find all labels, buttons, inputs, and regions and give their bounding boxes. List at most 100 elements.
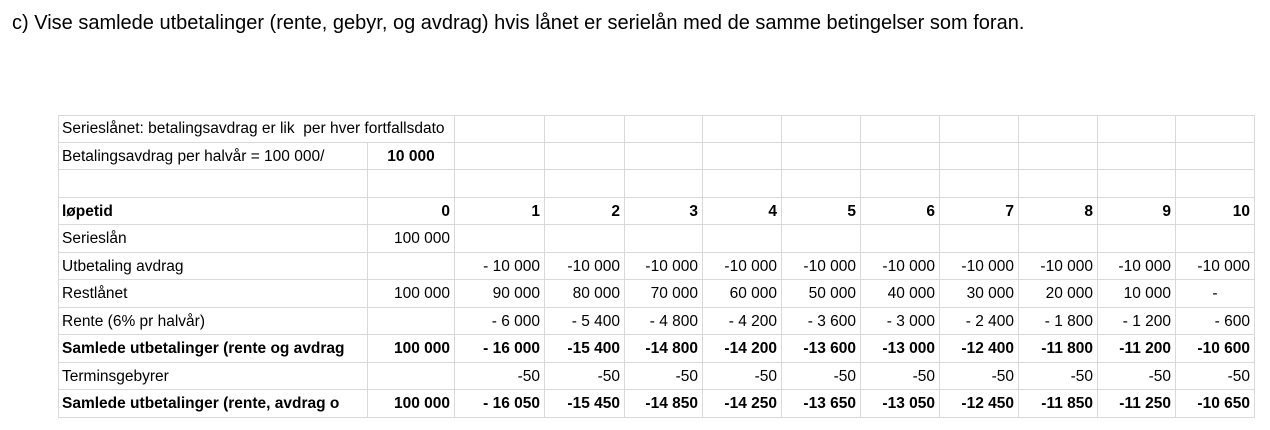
- cell: - 2 400: [940, 307, 1019, 335]
- cell: [782, 142, 861, 170]
- cell: 100 000: [368, 390, 455, 418]
- cell: [625, 142, 703, 170]
- cell: -50: [940, 362, 1019, 390]
- cell: -50: [782, 362, 861, 390]
- cell: -12 400: [940, 335, 1019, 363]
- cell: - 16 000: [455, 335, 545, 363]
- row-label: Restlånet: [58, 280, 368, 308]
- cell: [1176, 115, 1255, 143]
- cell: -50: [455, 362, 545, 390]
- cell: -14 850: [625, 390, 703, 418]
- cell: [1019, 225, 1098, 253]
- cell: [368, 170, 455, 198]
- row-label: Samlede utbetalinger (rente, avdrag o: [58, 390, 368, 418]
- cell: [782, 170, 861, 198]
- cell: -10 000: [703, 252, 782, 280]
- cell: - 1 800: [1019, 307, 1098, 335]
- cell: [703, 225, 782, 253]
- cell: 10: [1176, 197, 1255, 225]
- cell: 20 000: [1019, 280, 1098, 308]
- cell: - 3 600: [782, 307, 861, 335]
- cell: [1019, 115, 1098, 143]
- cell: - 10 000: [455, 252, 545, 280]
- cell: -11 200: [1098, 335, 1176, 363]
- cell: -50: [625, 362, 703, 390]
- cell: [782, 115, 861, 143]
- cell: 10 000: [368, 142, 455, 170]
- cell: -11 850: [1019, 390, 1098, 418]
- cell: 40 000: [861, 280, 940, 308]
- cell: -50: [1098, 362, 1176, 390]
- cell: [1098, 115, 1176, 143]
- cell: - 4 200: [703, 307, 782, 335]
- cell: [1098, 225, 1176, 253]
- cell: - 4 800: [625, 307, 703, 335]
- cell: -50: [861, 362, 940, 390]
- row-label: Betalingsavdrag per halvår = 100 000/: [58, 142, 368, 170]
- cell: 6: [861, 197, 940, 225]
- cell: -10 000: [861, 252, 940, 280]
- cell: - 16 050: [455, 390, 545, 418]
- row-label: Terminsgebyrer: [58, 362, 368, 390]
- cell: -10 000: [625, 252, 703, 280]
- cell: [545, 115, 625, 143]
- cell: [625, 170, 703, 198]
- cell: [861, 225, 940, 253]
- cell: [703, 170, 782, 198]
- cell: -10 000: [545, 252, 625, 280]
- cell: [455, 115, 545, 143]
- cell: -10 000: [1019, 252, 1098, 280]
- row-label: løpetid: [58, 197, 368, 225]
- cell: [368, 252, 455, 280]
- cell: -50: [1019, 362, 1098, 390]
- cell: -14 250: [703, 390, 782, 418]
- cell: 80 000: [545, 280, 625, 308]
- cell: - 3 000: [861, 307, 940, 335]
- cell: -10 650: [1176, 390, 1255, 418]
- cell: 60 000: [703, 280, 782, 308]
- cell: - 5 400: [545, 307, 625, 335]
- cell: 5: [782, 197, 861, 225]
- cell: -10 000: [1176, 252, 1255, 280]
- cell: -10 600: [1176, 335, 1255, 363]
- cell: [1019, 170, 1098, 198]
- cell: -13 600: [782, 335, 861, 363]
- cell: 30 000: [940, 280, 1019, 308]
- cell: -10 000: [940, 252, 1019, 280]
- cell: 10 000: [1098, 280, 1176, 308]
- cell: -50: [703, 362, 782, 390]
- cell: - 6 000: [455, 307, 545, 335]
- cell: [545, 225, 625, 253]
- table-border: [58, 115, 1255, 418]
- cell: [1176, 225, 1255, 253]
- row-label: Samlede utbetalinger (rente og avdrag: [58, 335, 368, 363]
- row-label: Serieslånet: betalingsavdrag er lik per …: [58, 115, 445, 143]
- cell: [782, 225, 861, 253]
- cell: -: [1176, 280, 1255, 308]
- cell: -12 450: [940, 390, 1019, 418]
- row-label: [58, 170, 368, 198]
- cell: -13 650: [782, 390, 861, 418]
- cell: [368, 115, 455, 143]
- cell: 2: [545, 197, 625, 225]
- cell: [1098, 170, 1176, 198]
- cell: 70 000: [625, 280, 703, 308]
- cell: [940, 170, 1019, 198]
- cell: 100 000: [368, 335, 455, 363]
- cell: [545, 142, 625, 170]
- cell: - 600: [1176, 307, 1255, 335]
- cell: [368, 362, 455, 390]
- cell: [455, 170, 545, 198]
- cell: -15 450: [545, 390, 625, 418]
- cell: - 1 200: [1098, 307, 1176, 335]
- row-label: Utbetaling avdrag: [58, 252, 368, 280]
- row-label: Rente (6% pr halvår): [58, 307, 368, 335]
- cell: 8: [1019, 197, 1098, 225]
- cell: [861, 115, 940, 143]
- cell: 0: [368, 197, 455, 225]
- cell: [455, 225, 545, 253]
- cell: [1019, 142, 1098, 170]
- cell: -50: [1176, 362, 1255, 390]
- cell: 3: [625, 197, 703, 225]
